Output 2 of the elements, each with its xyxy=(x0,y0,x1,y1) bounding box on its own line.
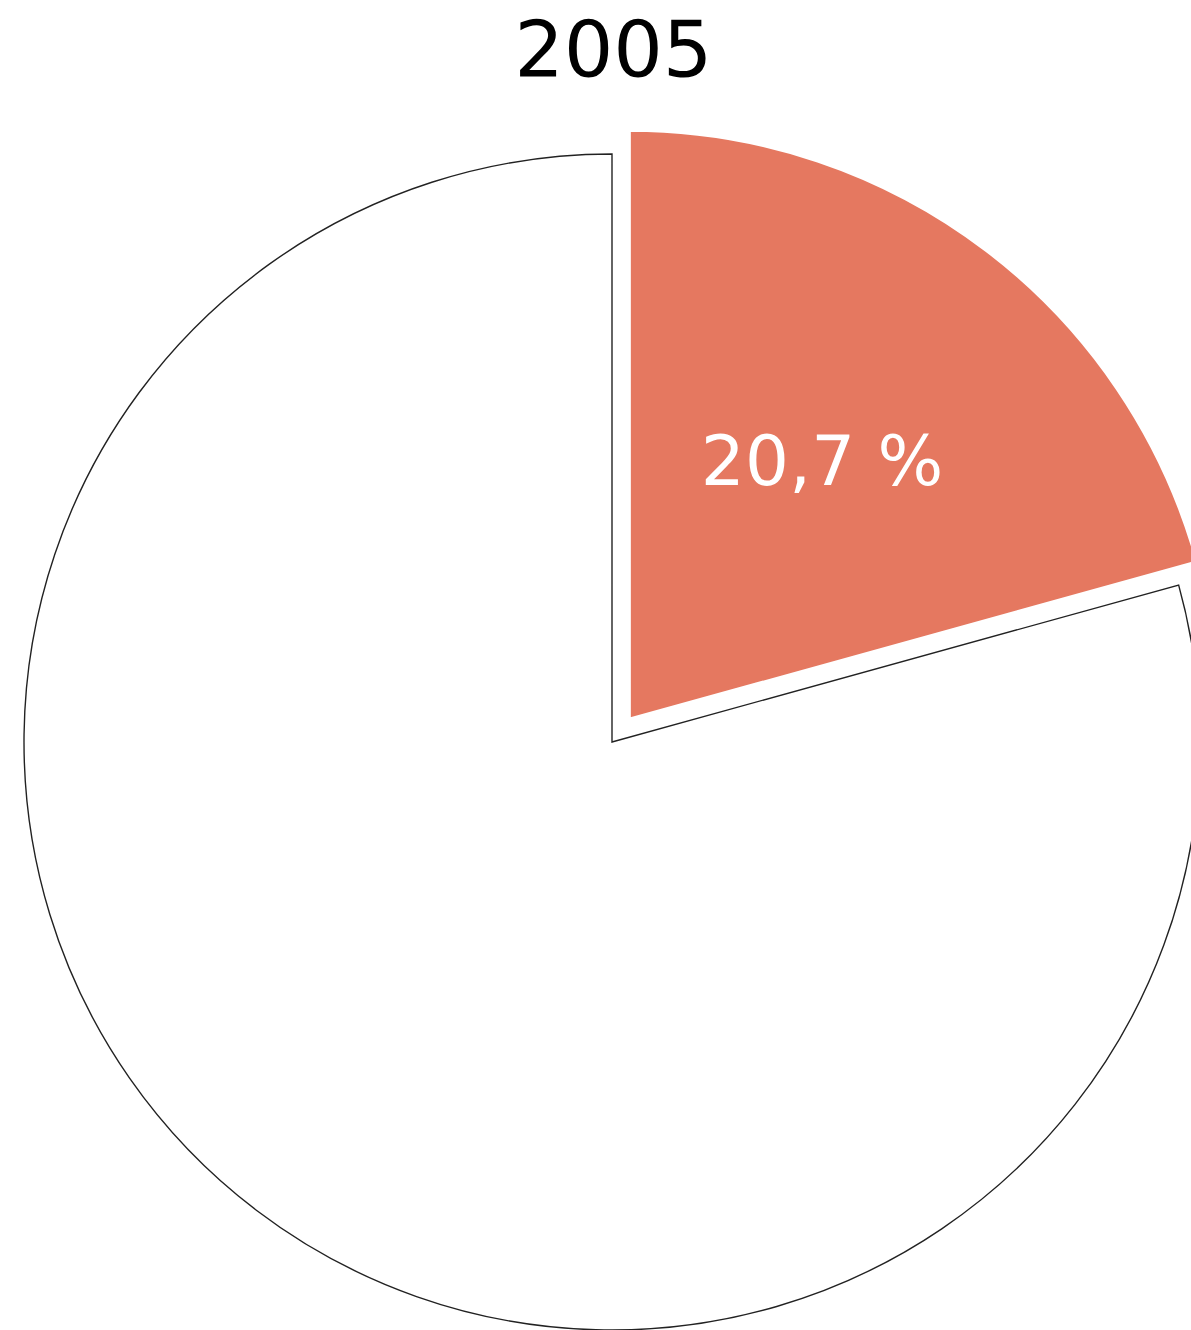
chart-title: 2005 xyxy=(520,18,706,78)
data-label: 20,7 % xyxy=(705,433,940,494)
